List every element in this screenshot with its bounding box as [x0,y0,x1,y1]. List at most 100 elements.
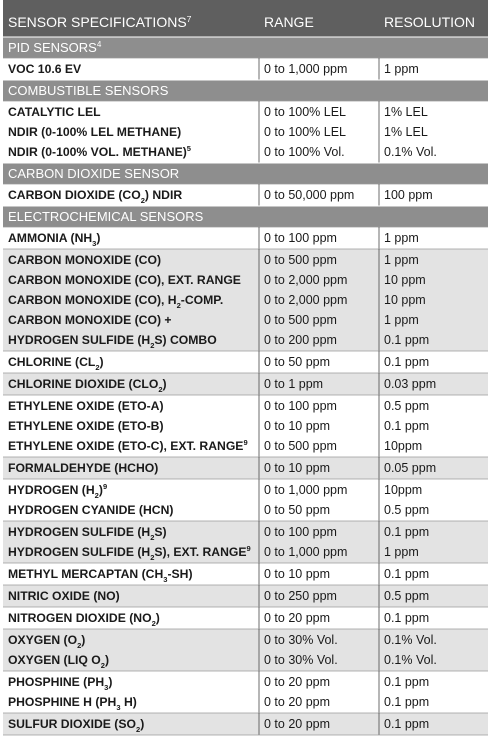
row-group-background [3,351,488,373]
sensor-resolution: 10ppm [384,483,422,497]
row-group-background [3,373,488,395]
section-background [3,37,488,58]
header-sensor-specifications: SENSOR SPECIFICATIONS7​ [8,14,192,30]
row-group-background [3,249,488,351]
sensor-name: OXYGEN (O2​) [8,633,85,650]
header-background [3,0,488,37]
row-group-background [3,629,488,671]
sensor-name: NDIR (0-100% LEL METHANE) [8,125,181,139]
sensor-resolution: 0.1 ppm [384,333,429,347]
sensor-range: 0 to 500 ppm [264,313,337,327]
sensor-range: 0 to 1 ppm [264,377,323,391]
sensor-range: 0 to 20 ppm [264,675,330,689]
sensor-name: ETHYLENE OXIDE (ETO-A) [8,399,164,413]
sensor-name: OXYGEN (LIQ O2​) [8,653,109,670]
sensor-resolution: 10 ppm [384,273,426,287]
sensor-range: 0 to 20 ppm [264,611,330,625]
sensor-resolution: 0.1 ppm [384,695,429,709]
sensor-name: AMMONIA (NH3​) [8,231,100,248]
sensor-resolution: 100 ppm [384,188,433,202]
sensor-range: 0 to 30% Vol. [264,633,338,647]
sensor-resolution: 0.5 ppm [384,589,429,603]
sensor-range: 0 to 50 ppm [264,503,330,517]
header-resolution: RESOLUTION [384,14,475,30]
sensor-range: 0 to 250 ppm [264,589,337,603]
row-group-background [3,457,488,479]
sensor-name: CARBON MONOXIDE (CO) + [8,313,172,327]
row-group-background [3,227,488,249]
sensor-resolution: 1% LEL [384,125,428,139]
sensor-resolution: 0.5 ppm [384,503,429,517]
sensor-resolution: 1% LEL [384,105,428,119]
sensor-range: 0 to 500 ppm [264,253,337,267]
sensor-name: NITRIC OXIDE (NO) [8,589,120,603]
sensor-resolution: 1 ppm [384,545,419,559]
sensor-range: 0 to 10 ppm [264,461,330,475]
sensor-range: 0 to 500 ppm [264,439,337,453]
sensor-range: 0 to 1,000 ppm [264,62,347,76]
sensor-resolution: 0.1 ppm [384,567,429,581]
sensor-resolution: 1 ppm [384,313,419,327]
row-group-background [3,607,488,629]
header-range: RANGE [264,14,314,30]
sensor-name: HYDROGEN SULFIDE (H2​S), EXT. RANGE9​ [8,544,251,562]
sensor-range: 0 to 100 ppm [264,525,337,539]
sensor-range: 0 to 50 ppm [264,355,330,369]
sensor-resolution: 0.1 ppm [384,419,429,433]
sensor-range: 0 to 20 ppm [264,717,330,731]
sensor-name: ETHYLENE OXIDE (ETO-B) [8,419,164,433]
sensor-name: NDIR (0-100% VOL. METHANE)5​ [8,144,191,159]
sensor-name: FORMALDEHYDE (HCHO) [8,461,158,475]
sensor-resolution: 1 ppm [384,253,419,267]
sensor-name: VOC 10.6 EV [8,62,82,76]
sensor-resolution: 1 ppm [384,62,419,76]
sensor-range: 0 to 2,000 ppm [264,293,347,307]
sensor-name: HYDROGEN (H2​)9​ [8,482,107,500]
sensor-resolution: 0.1 ppm [384,355,429,369]
sensor-resolution: 10ppm [384,439,422,453]
sensor-range: 0 to 100% LEL [264,105,346,119]
sensor-name: CARBON MONOXIDE (CO), EXT. RANGE [8,273,241,287]
sensor-resolution: 0.03 ppm [384,377,436,391]
row-group-background [3,713,488,735]
sensor-range: 0 to 100% LEL [264,125,346,139]
row-group-background [3,101,488,163]
sensor-range: 0 to 1,000 ppm [264,483,347,497]
row-group-background [3,585,488,607]
sensor-name: ETHYLENE OXIDE (ETO-C), EXT. RANGE9​ [8,438,248,453]
sensor-name: CARBON DIOXIDE (CO2​) NDIR [8,188,182,205]
sensor-resolution: 0.1 ppm [384,675,429,689]
row-group-background [3,395,488,457]
sensor-range: 0 to 100% Vol. [264,145,345,159]
sensor-name: PHOSPHINE H (PH3​ H) [8,695,137,712]
sensor-resolution: 0.1% Vol. [384,653,437,667]
sensor-name: HYDROGEN CYANIDE (HCN) [8,503,173,517]
sensor-resolution: 0.1 ppm [384,525,429,539]
table-canvas: SENSOR SPECIFICATIONS7​ RANGE RESOLUTION PI… [3,0,488,736]
sensor-range: 0 to 10 ppm [264,419,330,433]
sensor-resolution: 1 ppm [384,231,419,245]
sensor-range: 0 to 200 ppm [264,333,337,347]
sensor-name: CARBON MONOXIDE (CO), H2​-COMP. [8,293,223,310]
row-group-background [3,58,488,80]
sensor-resolution: 0.05 ppm [384,461,436,475]
sensor-name: CHLORINE DIOXIDE (CLO2​) [8,377,167,394]
section-background [3,163,488,184]
section-title: CARBON DIOXIDE SENSOR [8,166,179,181]
row-group-background [3,184,488,206]
sensor-range: 0 to 100 ppm [264,231,337,245]
section-title: COMBUSTIBLE SENSORS [8,83,169,98]
sensor-specifications-table: SENSOR SPECIFICATIONS7​ RANGE RESOLUTION PI… [3,0,488,742]
sensor-name: PHOSPHINE (PH3​) [8,675,112,692]
sensor-range: 0 to 20 ppm [264,695,330,709]
row-group-background [3,479,488,521]
sensor-resolution: 0.1% Vol. [384,633,437,647]
sensor-name: METHYL MERCAPTAN (CH3​-SH) [8,567,193,584]
sensor-range: 0 to 100 ppm [264,399,337,413]
sensor-name: HYDROGEN SULFIDE (H2​S) [8,525,167,542]
sensor-range: 0 to 30% Vol. [264,653,338,667]
section-title: ELECTROCHEMICAL SENSORS [8,209,204,224]
sensor-name: SULFUR DIOXIDE (SO2​) [8,717,144,734]
sensor-range: 0 to 1,000 ppm [264,545,347,559]
sensor-resolution: 0.1 ppm [384,611,429,625]
